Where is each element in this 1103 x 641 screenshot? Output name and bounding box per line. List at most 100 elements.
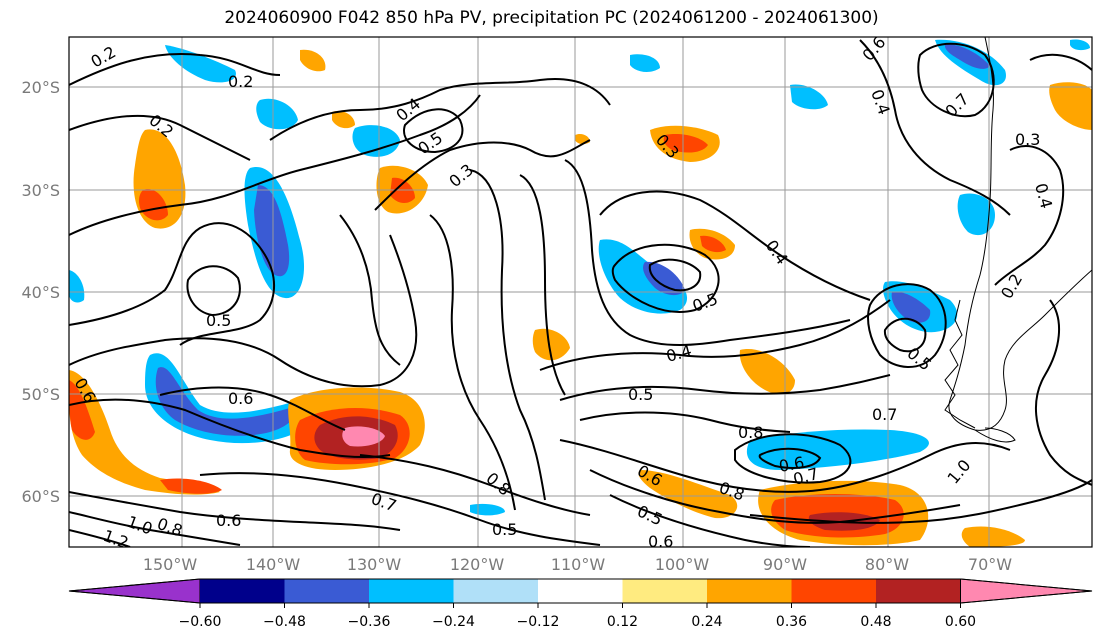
negative-anomaly-region xyxy=(69,270,85,303)
positive-anomaly-core xyxy=(663,134,708,153)
latitude-tick-labels: 20°S 30°S 40°S 50°S 60°S xyxy=(21,78,60,506)
lon-tick-label: 100°W xyxy=(655,555,710,574)
colorbar-label: −0.48 xyxy=(263,614,306,630)
colorbar-swatch xyxy=(284,579,369,603)
pv-contour xyxy=(539,299,891,371)
contour-label: 0.6 xyxy=(648,532,673,551)
pv-contour xyxy=(69,529,131,547)
lon-tick-label: 130°W xyxy=(347,555,402,574)
colorbar-label: 0.48 xyxy=(860,614,891,630)
pv-contour xyxy=(1029,53,1092,71)
colorbar-label: −0.12 xyxy=(517,614,560,630)
map-panel: 0.2 0.2 0.2 0.4 0.5 0.3 0.5 0.6 0.8 0.7 … xyxy=(69,37,1092,553)
pv-contour xyxy=(749,479,1092,524)
negative-anomaly-core xyxy=(643,261,685,296)
contour-label: 0.5 xyxy=(492,520,517,539)
negative-anomaly-region xyxy=(1070,39,1090,51)
contour-label: 0.6 xyxy=(777,453,805,476)
contour-label: 1.2 xyxy=(101,526,131,553)
lat-tick-label: 40°S xyxy=(21,283,60,302)
colorbar-swatch xyxy=(68,578,201,604)
contour-label: 0.2 xyxy=(228,72,253,91)
pv-contour xyxy=(269,78,611,141)
pv-contour xyxy=(69,115,251,161)
colorbar-swatch xyxy=(707,579,792,603)
pv-contour xyxy=(564,159,851,346)
colorbar-swatch xyxy=(791,579,876,603)
colorbar-swatch xyxy=(200,579,285,603)
pv-contour xyxy=(186,265,241,317)
precipitation-shading xyxy=(69,39,1092,547)
negative-anomaly-core xyxy=(254,185,290,277)
pv-contour xyxy=(69,491,401,531)
colorbar-swatch xyxy=(538,579,623,603)
positive-anomaly-region xyxy=(638,470,738,519)
colorbar-label: −0.24 xyxy=(432,614,475,630)
pv-contours xyxy=(69,39,1092,547)
pv-contour xyxy=(648,258,702,292)
pv-contour xyxy=(69,222,276,346)
pv-contour xyxy=(519,174,566,396)
contour-label: 0.3 xyxy=(1015,130,1040,149)
pv-contour xyxy=(611,243,720,313)
pv-contour xyxy=(734,433,852,484)
negative-anomaly-region xyxy=(256,98,298,130)
colorbar-swatch xyxy=(960,578,1093,604)
pv-contour xyxy=(159,386,346,431)
coastline xyxy=(944,37,1092,443)
lon-tick-label: 70°W xyxy=(968,555,1012,574)
pv-contour xyxy=(69,234,418,388)
positive-anomaly-region xyxy=(69,370,220,495)
map-frame xyxy=(68,36,1093,548)
contour-label: 0.7 xyxy=(872,405,897,424)
negative-anomaly-region xyxy=(630,54,660,72)
negative-anomaly-core xyxy=(891,291,931,323)
pv-contour xyxy=(867,283,947,368)
negative-anomaly-region xyxy=(746,429,929,470)
negative-anomaly-core xyxy=(155,367,295,436)
lat-tick-label: 50°S xyxy=(21,385,60,404)
positive-anomaly-region xyxy=(961,526,1025,547)
positive-anomaly-region xyxy=(300,49,326,72)
tierra-del-fuego xyxy=(974,427,1016,443)
colorbar-ticks xyxy=(199,603,961,608)
lon-tick-label: 110°W xyxy=(551,555,606,574)
pv-contour xyxy=(374,139,591,211)
pv-contour xyxy=(403,108,464,154)
graticule xyxy=(69,37,1092,547)
pv-contour xyxy=(69,53,281,86)
colorbar-label: −0.60 xyxy=(179,614,222,630)
lon-tick-label: 120°W xyxy=(450,555,505,574)
lon-tick-label: 150°W xyxy=(143,555,198,574)
pv-contour xyxy=(589,469,961,524)
positive-anomaly-core xyxy=(700,235,726,253)
colorbar-swatch xyxy=(622,579,707,603)
positive-anomaly-core xyxy=(69,380,95,440)
longitude-tick-labels: 150°W 140°W 130°W 120°W 110°W 100°W 90°W… xyxy=(143,555,1012,574)
contour-label: 0.5 xyxy=(628,385,653,404)
map-title: 2024060900 F042 850 hPa PV, precipitatio… xyxy=(224,8,879,28)
chile-fjords xyxy=(944,299,976,429)
colorbar-label: −0.36 xyxy=(348,614,391,630)
negative-anomaly-region xyxy=(470,503,505,516)
pv-contour xyxy=(609,494,811,547)
pv-contour xyxy=(917,42,995,118)
pv-contour xyxy=(883,317,927,353)
positive-anomaly-core xyxy=(139,189,168,221)
positive-anomaly-region xyxy=(532,328,570,361)
lon-tick-label: 140°W xyxy=(246,555,301,574)
positive-anomaly-peak xyxy=(342,426,385,447)
pv-contour xyxy=(859,39,1011,216)
pv-contour xyxy=(429,214,516,511)
pv-contour xyxy=(69,511,241,546)
pv-contour xyxy=(994,145,1065,286)
pv-contour xyxy=(69,94,481,236)
pv-contour xyxy=(339,214,401,366)
colorbar-label: 0.60 xyxy=(945,614,976,630)
pv-contour xyxy=(1034,299,1092,486)
lat-tick-label: 30°S xyxy=(21,181,60,200)
lat-tick-label: 20°S xyxy=(21,78,60,97)
pv-contour xyxy=(599,190,871,301)
contour-label: 0.6 xyxy=(216,511,241,530)
